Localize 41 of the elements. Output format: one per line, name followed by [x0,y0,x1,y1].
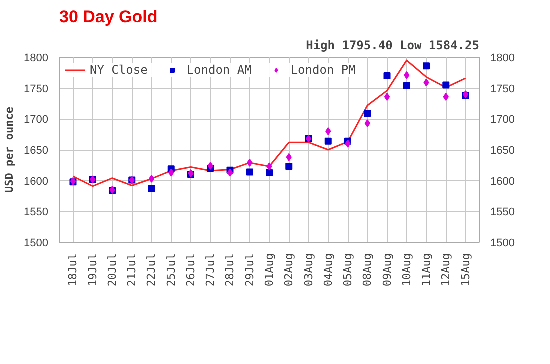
legend-label: NY Close [90,63,148,77]
x-tick-label: 03Aug [302,253,316,287]
x-tick-label: 02Aug [282,253,296,287]
x-tick-label: 11Aug [420,253,434,287]
x-tick-label: 21Jul [126,253,139,287]
x-tick-label: 19Jul [86,253,100,287]
x-tick-label: 20Jul [106,253,119,287]
y-tick-label: 1800 [24,52,49,64]
x-tick-label: 22Jul [145,253,158,287]
y2-tick-label: 1800 [490,52,515,64]
y-tick-label: 1750 [24,83,49,96]
x-tick-label: 26Jul [184,253,198,287]
legend-label: London AM [186,63,252,77]
y2-tick-label: 1700 [490,114,515,126]
y2-tick-label: 1600 [490,176,515,188]
x-tick-label: 04Aug [322,253,335,287]
y2-tick-label: 1550 [490,206,515,219]
x-tick-label: 28Jul [224,253,237,287]
x-tick-label: 01Aug [263,253,276,287]
x-tick-label: 18Jul [66,253,80,287]
chart-subtitle: High 1795.40 Low 1584.25 [306,38,480,52]
chart-title: 30 Day Gold [60,8,158,26]
x-tick-label: 25Jul [164,253,178,287]
x-tick-label: 15Aug [459,253,472,287]
y-tick-label: 1650 [24,145,49,157]
y-tick-label: 1500 [24,238,49,250]
legend-label: London PM [290,63,356,77]
y-tick-label: 1600 [24,176,49,188]
x-tick-label: 10Aug [400,253,414,287]
x-tick-label: 05Aug [342,253,355,287]
y-tick-label: 1700 [24,114,49,126]
y-tick-label: 1550 [24,206,49,219]
x-tick-label: 08Aug [361,253,374,287]
x-tick-label: 12Aug [440,253,453,287]
y2-tick-label: 1650 [490,145,515,157]
y2-tick-label: 1500 [490,238,515,250]
y-axis-title: USD per ounce [3,106,16,194]
x-tick-label: 27Jul [204,253,218,287]
x-tick-label: 09Aug [380,253,394,287]
x-tick-label: 29Jul [243,253,256,287]
y2-tick-label: 1750 [490,83,515,96]
